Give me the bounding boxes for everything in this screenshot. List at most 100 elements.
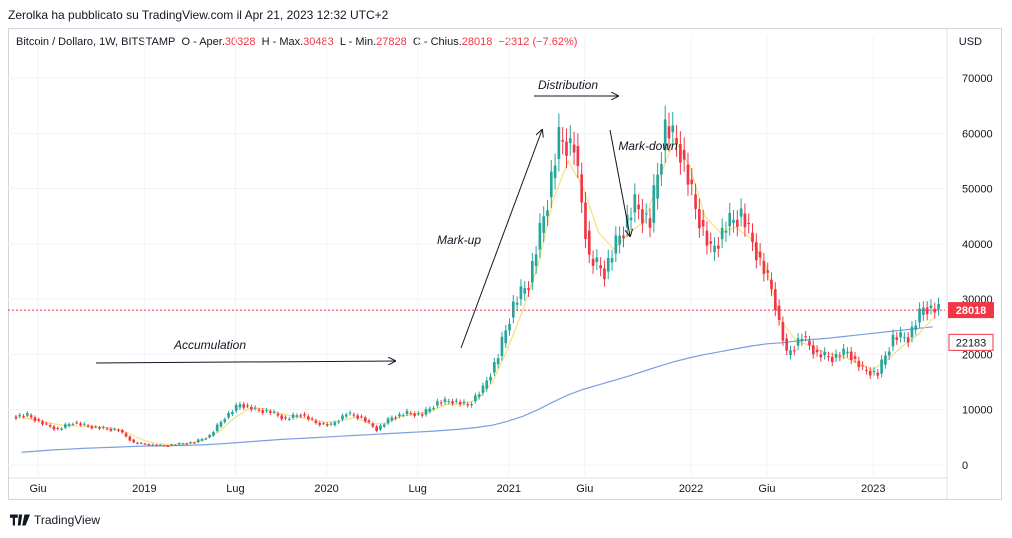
candle-body	[261, 410, 265, 413]
candle-body	[276, 413, 280, 416]
candle-body	[937, 303, 940, 310]
tradingview-footer[interactable]: TradingView	[10, 513, 100, 527]
candle-body	[158, 444, 162, 446]
candle-body	[458, 401, 462, 405]
candle-body	[508, 323, 511, 331]
candle-body	[872, 370, 876, 372]
candle-body	[777, 305, 781, 320]
candle-body	[455, 400, 458, 402]
candle-body	[834, 353, 838, 358]
x-tick-label: 2022	[679, 483, 703, 495]
candle-body	[887, 351, 891, 356]
candle-body	[830, 356, 834, 363]
currency-label: USD	[958, 36, 982, 48]
candle-body	[322, 423, 325, 425]
candle-body	[333, 422, 337, 426]
candle-body	[246, 405, 249, 407]
y-tick-label: 60000	[962, 128, 993, 140]
candle-body	[215, 424, 219, 432]
candle-body	[629, 217, 633, 221]
candle-body	[838, 356, 842, 358]
candle-body	[439, 402, 443, 404]
candle-body	[231, 412, 234, 415]
candle-body	[382, 424, 386, 427]
x-tick-label: Lug	[409, 483, 427, 495]
candle-body	[732, 219, 735, 224]
candle-body	[686, 164, 690, 185]
candle-body	[424, 409, 428, 415]
candle-body	[306, 416, 310, 420]
candle-body	[166, 445, 170, 447]
candle-body	[420, 414, 424, 416]
candle-body	[428, 408, 432, 412]
annotation-label: Mark-down	[618, 139, 678, 153]
candle-body	[105, 428, 109, 430]
candle-body	[842, 348, 845, 355]
candle-body	[269, 411, 272, 413]
candle-body	[717, 245, 720, 249]
candle-body	[925, 307, 929, 315]
candle-body	[576, 146, 580, 167]
candle-body	[117, 429, 120, 431]
candle-body	[682, 149, 686, 160]
candle-body	[303, 414, 306, 416]
candle-body	[242, 404, 246, 408]
y-tick-label: 20000	[962, 349, 993, 361]
low-label: L - Min.	[339, 36, 377, 48]
candle-body	[584, 202, 587, 239]
candle-body	[511, 301, 515, 318]
candle-body	[762, 261, 766, 274]
candle-body	[174, 444, 177, 446]
candle-body	[348, 412, 352, 414]
candle-body	[481, 385, 485, 393]
candle-body	[728, 212, 732, 227]
candle-body	[667, 126, 671, 139]
candle-body	[557, 127, 561, 160]
candle-body	[386, 418, 390, 424]
tradingview-logo-icon	[10, 514, 30, 526]
close-label: C - Chius.	[412, 36, 462, 48]
ma-value-label: 22183	[956, 337, 987, 349]
y-tick-label: 70000	[962, 73, 993, 85]
change-value: −2312 (−7.62%)	[498, 36, 578, 48]
ma-slow-line	[21, 326, 933, 453]
candle-body	[181, 443, 185, 445]
candle-body	[337, 421, 341, 423]
candle-body	[75, 422, 79, 424]
candle-body	[929, 305, 933, 309]
x-tick-label: Giu	[29, 483, 46, 495]
candle-body	[14, 416, 18, 419]
candle-body	[405, 410, 409, 415]
candle-body	[136, 442, 139, 444]
candle-body	[29, 415, 33, 418]
ma-fast-line	[21, 137, 934, 446]
candle-body	[98, 427, 101, 429]
candle-body	[341, 415, 344, 420]
candle-body	[82, 423, 86, 425]
open-value: 30328	[224, 36, 256, 48]
candle-body	[447, 401, 451, 403]
candle-body	[37, 419, 41, 421]
candle-body	[462, 401, 466, 404]
candle-body	[849, 351, 853, 361]
candle-body	[705, 230, 709, 246]
candle-body	[595, 257, 599, 262]
candle-body	[701, 219, 705, 227]
candle-body	[272, 411, 276, 413]
y-tick-label: 10000	[962, 405, 993, 417]
candle-body	[493, 362, 496, 373]
candle-body	[227, 412, 230, 418]
candle-body	[71, 424, 75, 426]
candle-body	[789, 350, 792, 355]
candle-body	[155, 444, 158, 446]
candle-body	[644, 213, 648, 215]
candle-body	[280, 415, 284, 420]
x-tick-label: 2020	[314, 483, 338, 495]
candle-body	[356, 415, 359, 419]
candle-body	[291, 414, 295, 418]
candle-body	[234, 405, 238, 411]
candle-body	[933, 308, 937, 313]
x-tick-label: Lug	[226, 483, 244, 495]
x-tick-label: 2023	[861, 483, 885, 495]
